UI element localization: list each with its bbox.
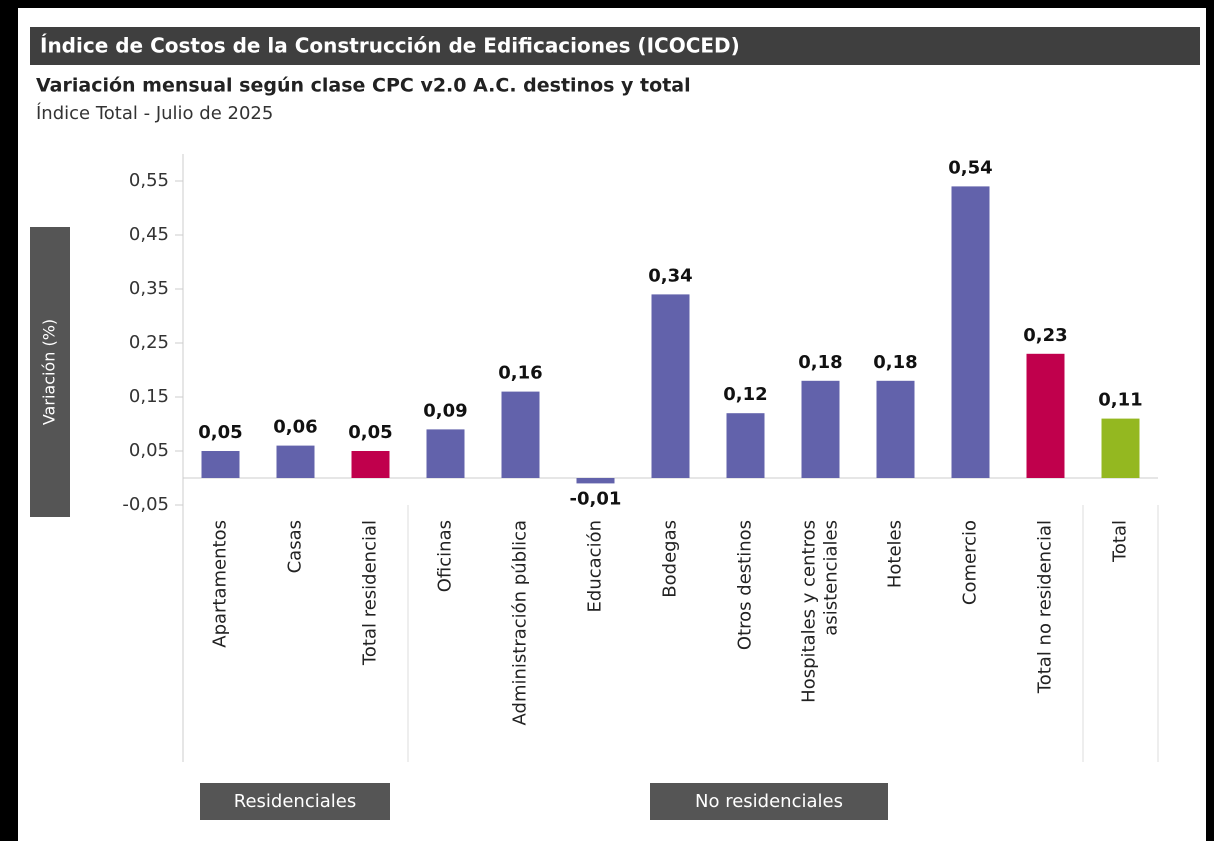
- data-label: -0,01: [570, 488, 622, 509]
- x-tick-label: Apartamentos: [210, 520, 231, 648]
- bar: [276, 445, 315, 478]
- data-label: 0,09: [423, 400, 467, 421]
- y-tick-label: 0,05: [129, 440, 169, 461]
- data-label: 0,05: [198, 422, 242, 443]
- data-label: 0,18: [798, 352, 842, 373]
- bar: [801, 380, 840, 478]
- bar: [1026, 353, 1065, 478]
- data-label: 0,05: [348, 422, 392, 443]
- bar: [501, 391, 540, 478]
- x-tick-label: Casas: [285, 520, 306, 573]
- data-label: 0,54: [948, 157, 992, 178]
- bar: [201, 451, 240, 478]
- y-axis-label: Variación (%): [40, 319, 59, 425]
- x-tick-label: Bodegas: [660, 520, 681, 598]
- data-label: 0,06: [273, 417, 317, 438]
- y-label-box: [30, 227, 70, 517]
- group-label: Residenciales: [234, 791, 356, 812]
- bar: [576, 478, 615, 484]
- x-tick-label: Hospitales y centrosasistenciales: [799, 520, 842, 703]
- chart-title: Índice de Costos de la Construcción de E…: [40, 34, 740, 58]
- x-tick-label: Educación: [585, 520, 606, 612]
- bar: [351, 451, 390, 478]
- group-box: [650, 783, 888, 820]
- x-tick-label: Total residencial: [360, 520, 381, 666]
- x-tick-label: Hoteles: [885, 520, 906, 588]
- x-tick-label: Oficinas: [435, 520, 456, 592]
- group-box: [200, 783, 390, 820]
- x-tick-label: Otros destinos: [735, 520, 756, 650]
- background: [18, 8, 1206, 841]
- y-tick-label: 0,35: [129, 278, 169, 299]
- y-tick-label: 0,55: [129, 170, 169, 191]
- bar: [426, 429, 465, 478]
- bar: [951, 186, 990, 478]
- data-label: 0,11: [1098, 390, 1142, 411]
- data-label: 0,16: [498, 363, 542, 384]
- bar: [726, 413, 765, 478]
- x-tick-label: Comercio: [960, 520, 981, 605]
- bar: [1101, 418, 1140, 478]
- chart-subtitle: Variación mensual según clase CPC v2.0 A…: [36, 75, 691, 97]
- y-tick-label: 0,15: [129, 386, 169, 407]
- group-label: No residenciales: [695, 791, 843, 812]
- y-tick-label: -0,05: [122, 494, 169, 515]
- bar: [651, 294, 690, 478]
- bar: [876, 380, 915, 478]
- data-label: 0,23: [1023, 325, 1067, 346]
- y-tick-label: 0,45: [129, 224, 169, 245]
- data-label: 0,18: [873, 352, 917, 373]
- x-tick-label: Total: [1110, 520, 1131, 563]
- x-tick-label: Administración pública: [510, 520, 531, 725]
- title-bar: [30, 27, 1200, 65]
- x-tick-label: Total no residencial: [1035, 520, 1056, 694]
- data-label: 0,12: [723, 384, 767, 405]
- y-tick-label: 0,25: [129, 332, 169, 353]
- chart-caption: Índice Total - Julio de 2025: [36, 102, 273, 124]
- data-label: 0,34: [648, 265, 692, 286]
